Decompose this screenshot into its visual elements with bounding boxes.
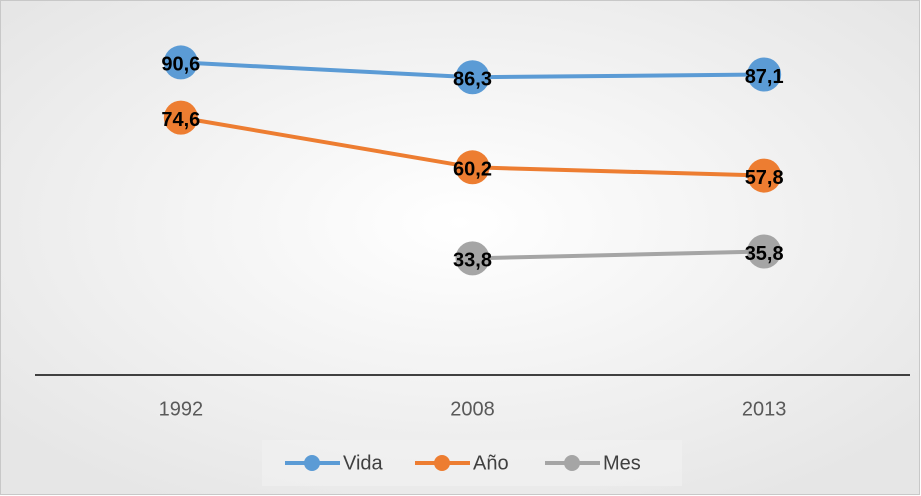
x-tick-label: 2008	[450, 398, 495, 420]
marker	[747, 57, 782, 92]
marker	[163, 100, 198, 135]
marker	[455, 241, 490, 276]
legend-marker	[564, 455, 580, 471]
data-label: 74,6	[161, 109, 200, 131]
x-tick-label: 1992	[159, 398, 204, 420]
data-label: 87,1	[745, 66, 784, 88]
legend-label: Vida	[343, 452, 384, 474]
data-label: 60,2	[453, 159, 492, 181]
data-label: 57,8	[745, 167, 784, 189]
series-line	[470, 249, 767, 261]
legend-marker	[434, 455, 450, 471]
legend-label: Mes	[603, 452, 641, 474]
data-label: 86,3	[453, 69, 492, 91]
marker	[163, 45, 198, 80]
x-tick-label: 2013	[742, 398, 787, 420]
marker	[747, 234, 782, 269]
data-label: 90,6	[161, 54, 200, 76]
marker	[747, 158, 782, 193]
data-label: 35,8	[745, 243, 784, 265]
marker	[455, 150, 490, 185]
legend-marker	[304, 455, 320, 471]
marker	[455, 60, 490, 95]
data-label: 33,8	[453, 250, 492, 272]
legend-label: Año	[473, 452, 509, 474]
